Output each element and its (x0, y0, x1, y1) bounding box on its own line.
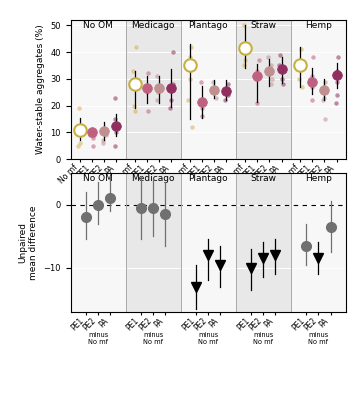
Bar (236, 173, 291, 312)
Bar (126, 173, 181, 312)
Text: minus
No mf: minus No mf (308, 332, 329, 345)
Bar (236, 20, 291, 159)
Text: Medicago: Medicago (131, 174, 175, 183)
Text: No OM: No OM (83, 21, 113, 30)
Bar (71, 20, 126, 159)
Y-axis label: Water-stable aggregates (%): Water-stable aggregates (%) (36, 25, 45, 154)
Text: Plantago: Plantago (189, 174, 228, 183)
Y-axis label: Unpaired
mean difference: Unpaired mean difference (18, 205, 38, 280)
Text: Hemp: Hemp (305, 174, 332, 183)
Bar (291, 20, 346, 159)
Text: No OM: No OM (83, 174, 113, 183)
Bar (181, 20, 236, 159)
Text: Hemp: Hemp (305, 21, 332, 30)
Text: minus
No mf: minus No mf (88, 332, 108, 345)
Bar (71, 173, 126, 312)
Text: minus
No mf: minus No mf (198, 332, 219, 345)
Text: minus
No mf: minus No mf (143, 332, 163, 345)
Text: minus
No mf: minus No mf (253, 332, 274, 345)
Text: Plantago: Plantago (189, 21, 228, 30)
Text: Straw: Straw (250, 174, 276, 183)
Bar (291, 173, 346, 312)
Bar (126, 20, 181, 159)
Bar (181, 173, 236, 312)
Text: Medicago: Medicago (131, 21, 175, 30)
Text: Straw: Straw (250, 21, 276, 30)
